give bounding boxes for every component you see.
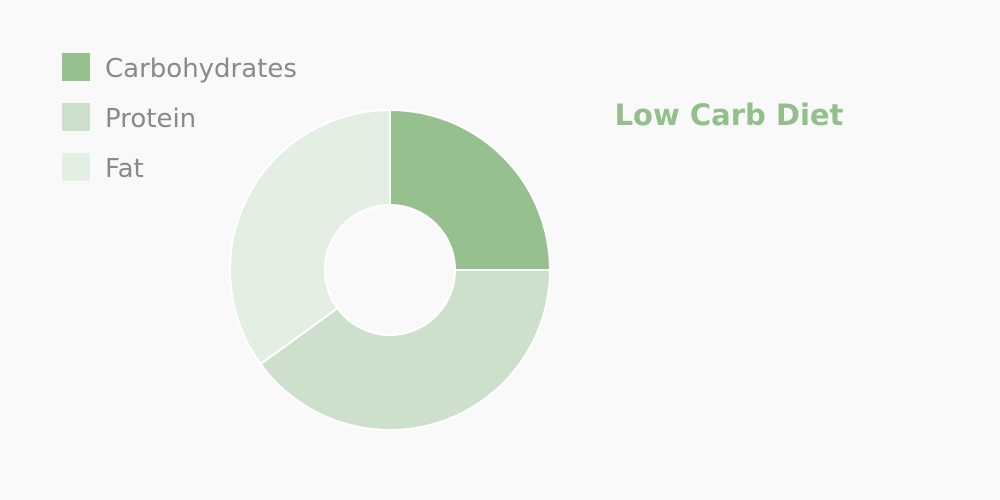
legend-swatch-carbohydrates — [62, 53, 90, 81]
chart-title: Low Carb Diet — [615, 98, 844, 132]
donut-slice-carbohydrates — [389, 108, 552, 271]
legend-label-fat: Fat — [105, 154, 144, 184]
legend: Carbohydrates Protein Fat — [62, 53, 297, 184]
donut-slices — [229, 108, 552, 431]
legend-label-carbohydrates: Carbohydrates — [105, 54, 297, 84]
legend-label-protein: Protein — [105, 104, 196, 134]
legend-swatch-protein — [62, 103, 90, 131]
donut-slice-fat — [229, 108, 391, 366]
donut-slice-protein — [259, 269, 552, 431]
legend-swatch-fat — [62, 153, 90, 181]
